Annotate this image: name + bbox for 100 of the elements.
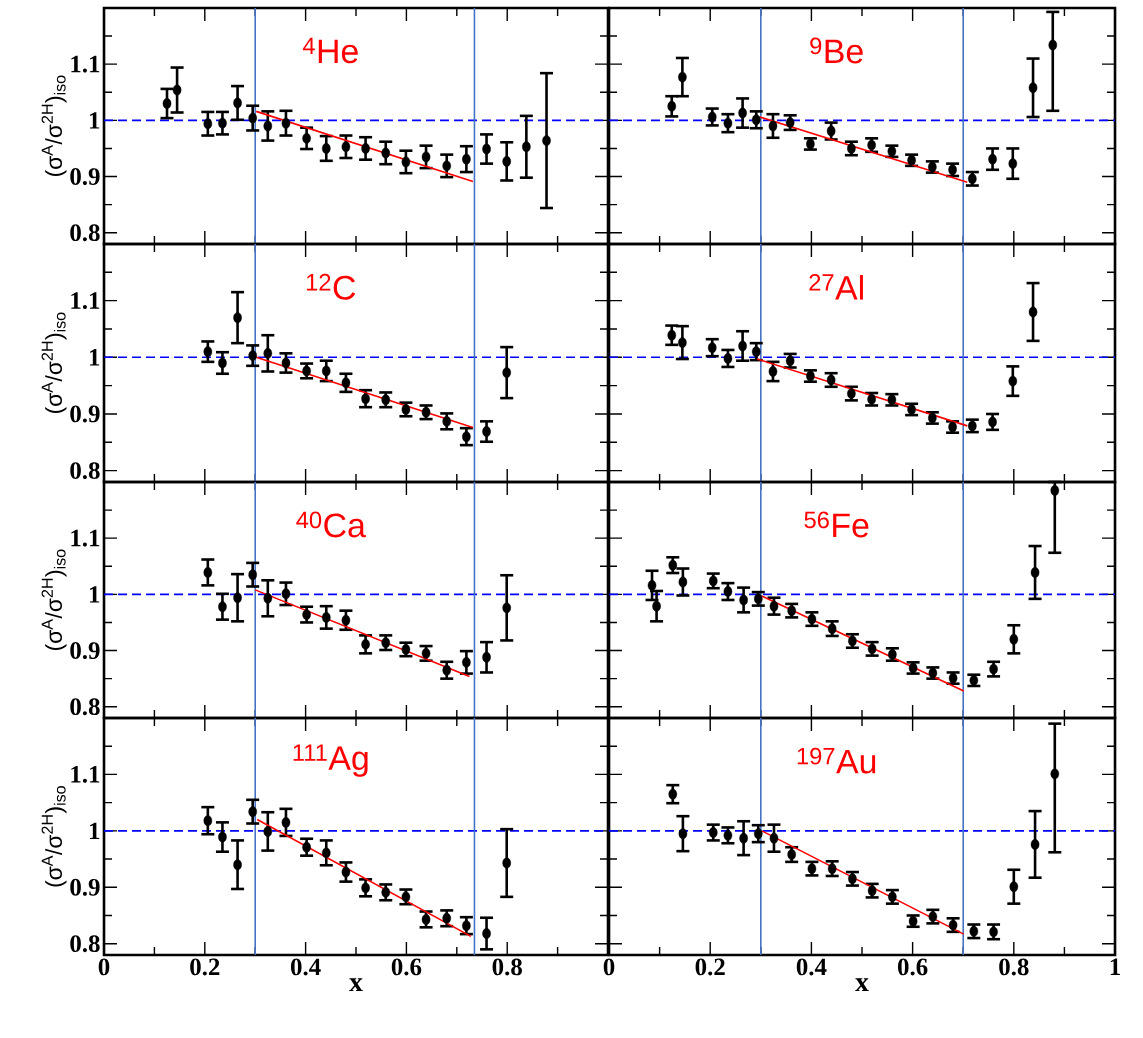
y-tick-label: 1.1: [71, 529, 100, 547]
point: [668, 559, 678, 571]
point: [442, 912, 451, 924]
point: [381, 394, 390, 406]
point: [218, 117, 227, 129]
annotation: $^{4}$He: [302, 37, 358, 64]
annotation: $^{9}$Be: [810, 37, 863, 64]
point: [462, 431, 471, 443]
point: [263, 826, 273, 837]
point: [1008, 375, 1018, 387]
point: [248, 350, 257, 362]
point: [739, 832, 748, 844]
point: [341, 377, 351, 389]
point: [482, 426, 491, 437]
point: [768, 366, 778, 377]
point: [203, 815, 213, 827]
point: [907, 404, 916, 415]
point: [341, 614, 351, 626]
point: [752, 114, 761, 126]
point: [667, 100, 677, 112]
y-axis-title: (σ$^{A}$/σ$^{2H}$)$_{iso}$: [41, 549, 67, 651]
y-tick-label: 0.9: [70, 878, 100, 896]
y-tick-label: 0.8: [70, 462, 100, 480]
point: [218, 831, 227, 843]
point: [1009, 881, 1019, 893]
point: [233, 859, 242, 871]
y-tick-label: 0.9: [70, 642, 100, 660]
y-tick-label: 1: [90, 586, 100, 603]
annotation: $^{12}$C: [306, 273, 356, 300]
point: [381, 147, 390, 159]
y-axis-title: (σ$^{A}$/σ$^{2H}$)$_{iso}$: [41, 75, 67, 177]
point: [341, 141, 351, 153]
point: [968, 173, 977, 185]
point: [462, 153, 471, 165]
point: [203, 118, 213, 130]
point: [442, 664, 451, 676]
y-tick-label: 1.1: [71, 766, 100, 783]
point: [826, 125, 836, 137]
point: [542, 135, 551, 146]
point: [361, 882, 370, 894]
x-tick-label: 0: [98, 958, 110, 976]
point: [667, 329, 677, 341]
point: [989, 926, 998, 938]
point: [218, 357, 227, 369]
point: [707, 111, 717, 123]
point: [1008, 158, 1018, 170]
point: [738, 107, 747, 119]
point: [381, 637, 390, 649]
point: [482, 143, 491, 155]
point: [302, 132, 311, 144]
point: [361, 393, 370, 405]
point: [769, 832, 779, 844]
point: [948, 421, 957, 433]
point: [421, 914, 431, 925]
point: [502, 602, 511, 614]
point: [847, 388, 856, 399]
point: [172, 84, 182, 96]
annotation: $^{40}$Ca: [296, 511, 366, 538]
x-tick-label: 0.6: [391, 958, 422, 976]
point: [281, 588, 291, 600]
x-axis-title: x: [855, 978, 869, 992]
y-tick-label: 1: [90, 349, 100, 366]
point: [723, 117, 733, 129]
y-axis-title: (σ$^{A}$/σ$^{2H}$)$_{iso}$: [41, 786, 67, 887]
y-tick-label: 1: [90, 112, 100, 129]
point: [948, 164, 957, 176]
point: [218, 601, 227, 613]
point: [1048, 39, 1058, 51]
point: [263, 592, 273, 604]
point: [678, 337, 687, 348]
point: [867, 393, 876, 405]
point: [263, 120, 273, 132]
y-tick-label: 0.8: [70, 698, 100, 716]
point: [678, 828, 688, 840]
point: [928, 412, 937, 424]
x-tick-label: 1: [1110, 958, 1120, 975]
x-tick-label: 0.4: [291, 958, 321, 976]
point: [708, 575, 718, 587]
point: [281, 816, 291, 828]
annotation: $^{56}$Fe: [804, 511, 869, 538]
point: [867, 139, 876, 151]
point: [928, 161, 937, 173]
x-axis-title: x: [349, 978, 363, 992]
point: [281, 357, 291, 369]
point: [482, 651, 491, 663]
point: [848, 873, 857, 885]
point: [738, 340, 747, 352]
point: [1028, 82, 1038, 94]
point: [401, 156, 411, 168]
point: [988, 153, 997, 165]
y-tick-label: 1.1: [71, 55, 100, 73]
x-tick-label: 0.2: [695, 958, 725, 976]
point: [462, 920, 471, 932]
point: [1030, 567, 1040, 578]
point: [723, 586, 733, 597]
point: [989, 663, 998, 675]
x-tick-label: 0.4: [796, 958, 827, 976]
point: [668, 788, 678, 800]
point: [806, 370, 815, 382]
point: [302, 609, 311, 620]
